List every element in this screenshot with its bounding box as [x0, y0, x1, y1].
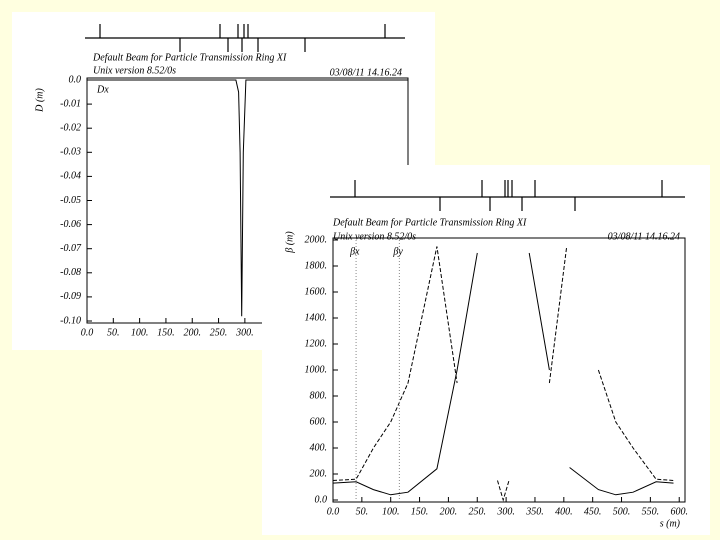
x-tick-label: 300. [496, 506, 515, 517]
subtitle: Unix version 8.52/0s [333, 231, 416, 242]
series-line [87, 79, 408, 317]
legend-label: βy [392, 246, 403, 257]
y-tick-label: 200. [310, 468, 328, 479]
x-tick-label: 450. [584, 506, 602, 517]
x-tick-label: 100. [382, 506, 400, 517]
series-line [332, 246, 674, 502]
x-tick-label: 400. [555, 506, 573, 517]
y-tick-label: 0.0 [315, 494, 328, 505]
y-tick-label: 1600. [305, 286, 328, 297]
x-tick-label: 200. [440, 506, 458, 517]
x-tick-label: 600. [670, 506, 688, 517]
y-tick-label: 400. [310, 442, 328, 453]
legend-label: Dx [96, 84, 109, 95]
x-tick-label: 0.0 [81, 327, 94, 338]
title: Default Beam for Particle Transmission R… [332, 217, 527, 228]
beta-plot: Default Beam for Particle Transmission R… [262, 165, 710, 535]
x-tick-label: 250. [469, 506, 487, 517]
x-tick-label: 100. [131, 327, 149, 338]
x-tick-label: 250. [210, 327, 228, 338]
x-tick-label: 150. [157, 327, 175, 338]
x-tick-label: 350. [525, 506, 544, 517]
y-tick-label: -0.04 [60, 171, 81, 182]
y-tick-label: 1000. [305, 364, 328, 375]
lattice-layout [85, 24, 405, 52]
x-tick-label: 500. [613, 506, 631, 517]
legend-label: βx [349, 246, 360, 257]
panel [262, 165, 710, 535]
y-tick-label: 1200. [305, 338, 328, 349]
title: Default Beam for Particle Transmission R… [92, 52, 287, 63]
y-tick-label: -0.10 [60, 315, 81, 326]
y-axis-label: D (m) [34, 88, 45, 113]
y-tick-label: 800. [310, 390, 328, 401]
y-tick-label: -0.09 [60, 291, 81, 302]
x-tick-label: 300. [235, 327, 254, 338]
y-tick-label: -0.05 [60, 195, 81, 206]
y-tick-label: 1800. [305, 260, 328, 271]
series-line [332, 252, 674, 496]
y-tick-label: -0.03 [60, 147, 81, 158]
x-tick-label: 50. [107, 327, 120, 338]
x-tick-label: 50. [356, 506, 369, 517]
timestamp: 03/08/11 14.16.24 [608, 231, 680, 242]
y-tick-label: -0.01 [60, 98, 81, 109]
x-axis-label: s (m) [660, 518, 681, 529]
x-tick-label: 150. [411, 506, 429, 517]
y-axis-label: β (m) [284, 231, 295, 254]
x-tick-label: 550. [642, 506, 660, 517]
lattice-layout [330, 180, 685, 211]
timestamp: 03/08/11 14.16.24 [330, 67, 402, 78]
x-tick-label: 0.0 [327, 506, 340, 517]
y-tick-label: -0.02 [60, 122, 81, 133]
x-tick-label: 200. [183, 327, 201, 338]
y-tick-label: -0.08 [60, 267, 81, 278]
y-tick-label: -0.06 [60, 219, 81, 230]
y-tick-label: 1400. [305, 312, 328, 323]
y-tick-label: 0.0 [69, 74, 82, 85]
subtitle: Unix version 8.52/0s [93, 65, 176, 76]
y-tick-label: 2000. [305, 234, 328, 245]
y-tick-label: 600. [310, 416, 328, 427]
y-tick-label: -0.07 [60, 243, 82, 254]
